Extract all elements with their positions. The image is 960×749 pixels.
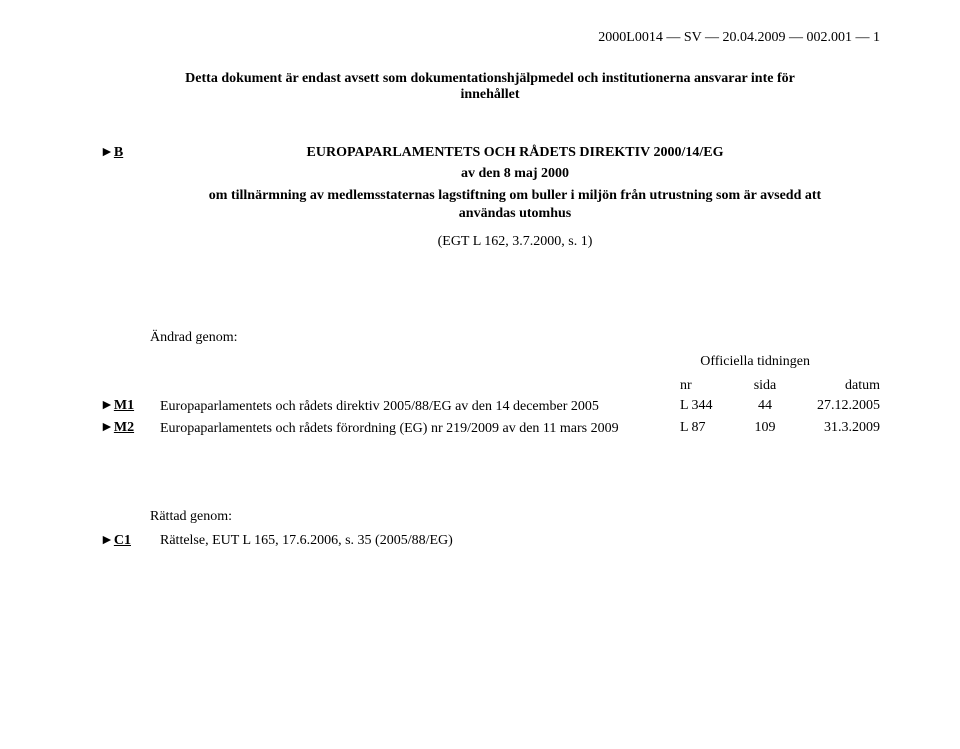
marker-m1: ►M1 [100, 398, 134, 413]
triangle-icon: ► [100, 533, 114, 548]
marker-m2: ►M2 [100, 420, 134, 435]
disclaimer-text: Detta dokument är endast avsett som doku… [160, 71, 820, 103]
amendment-nr: L 87 [680, 418, 740, 440]
amendment-sida: 44 [740, 396, 790, 418]
directive-subject: om tillnärmning av medlemsstaternas lags… [150, 187, 880, 222]
amendment-description: Europaparlamentets och rådets förordning… [160, 418, 680, 440]
official-journal-label: Officiella tidningen [100, 354, 810, 370]
directive-title: EUROPAPARLAMENTETS OCH RÅDETS DIREKTIV 2… [150, 145, 880, 161]
amendment-nr: L 344 [680, 396, 740, 418]
marker-b: ►B [100, 143, 123, 160]
table-row: ►M2 Europaparlamentets och rådets förord… [100, 418, 880, 440]
col-header-sida: sida [740, 376, 790, 396]
amendment-datum: 27.12.2005 [790, 396, 880, 418]
col-header-datum: datum [790, 376, 880, 396]
marker-b-letter: B [114, 145, 123, 160]
marker-m1-letter: M1 [114, 398, 134, 413]
table-row: ►M1 Europaparlamentets och rådets direkt… [100, 396, 880, 418]
marker-c1-letter: C1 [114, 533, 131, 548]
directive-date: av den 8 maj 2000 [150, 166, 880, 182]
amended-section-label: Ändrad genom: [150, 330, 880, 346]
amendment-sida: 109 [740, 418, 790, 440]
table-header-row: nr sida datum [100, 376, 880, 396]
amendment-description: Europaparlamentets och rådets direktiv 2… [160, 396, 680, 418]
document-reference-header: 2000L0014 — SV — 20.04.2009 — 002.001 — … [100, 30, 880, 46]
triangle-icon: ► [100, 145, 114, 160]
correction-row: ►C1 Rättelse, EUT L 165, 17.6.2006, s. 3… [100, 533, 880, 549]
marker-m2-letter: M2 [114, 420, 134, 435]
amendment-datum: 31.3.2009 [790, 418, 880, 440]
directive-citation: (EGT L 162, 3.7.2000, s. 1) [150, 234, 880, 250]
marker-c1: ►C1 [100, 533, 131, 548]
correction-description: Rättelse, EUT L 165, 17.6.2006, s. 35 (2… [160, 533, 453, 549]
amendments-table: nr sida datum ►M1 Europaparlamentets och… [100, 376, 880, 439]
col-header-nr: nr [680, 376, 740, 396]
triangle-icon: ► [100, 398, 114, 413]
triangle-icon: ► [100, 420, 114, 435]
corrected-section-label: Rättad genom: [150, 509, 880, 525]
